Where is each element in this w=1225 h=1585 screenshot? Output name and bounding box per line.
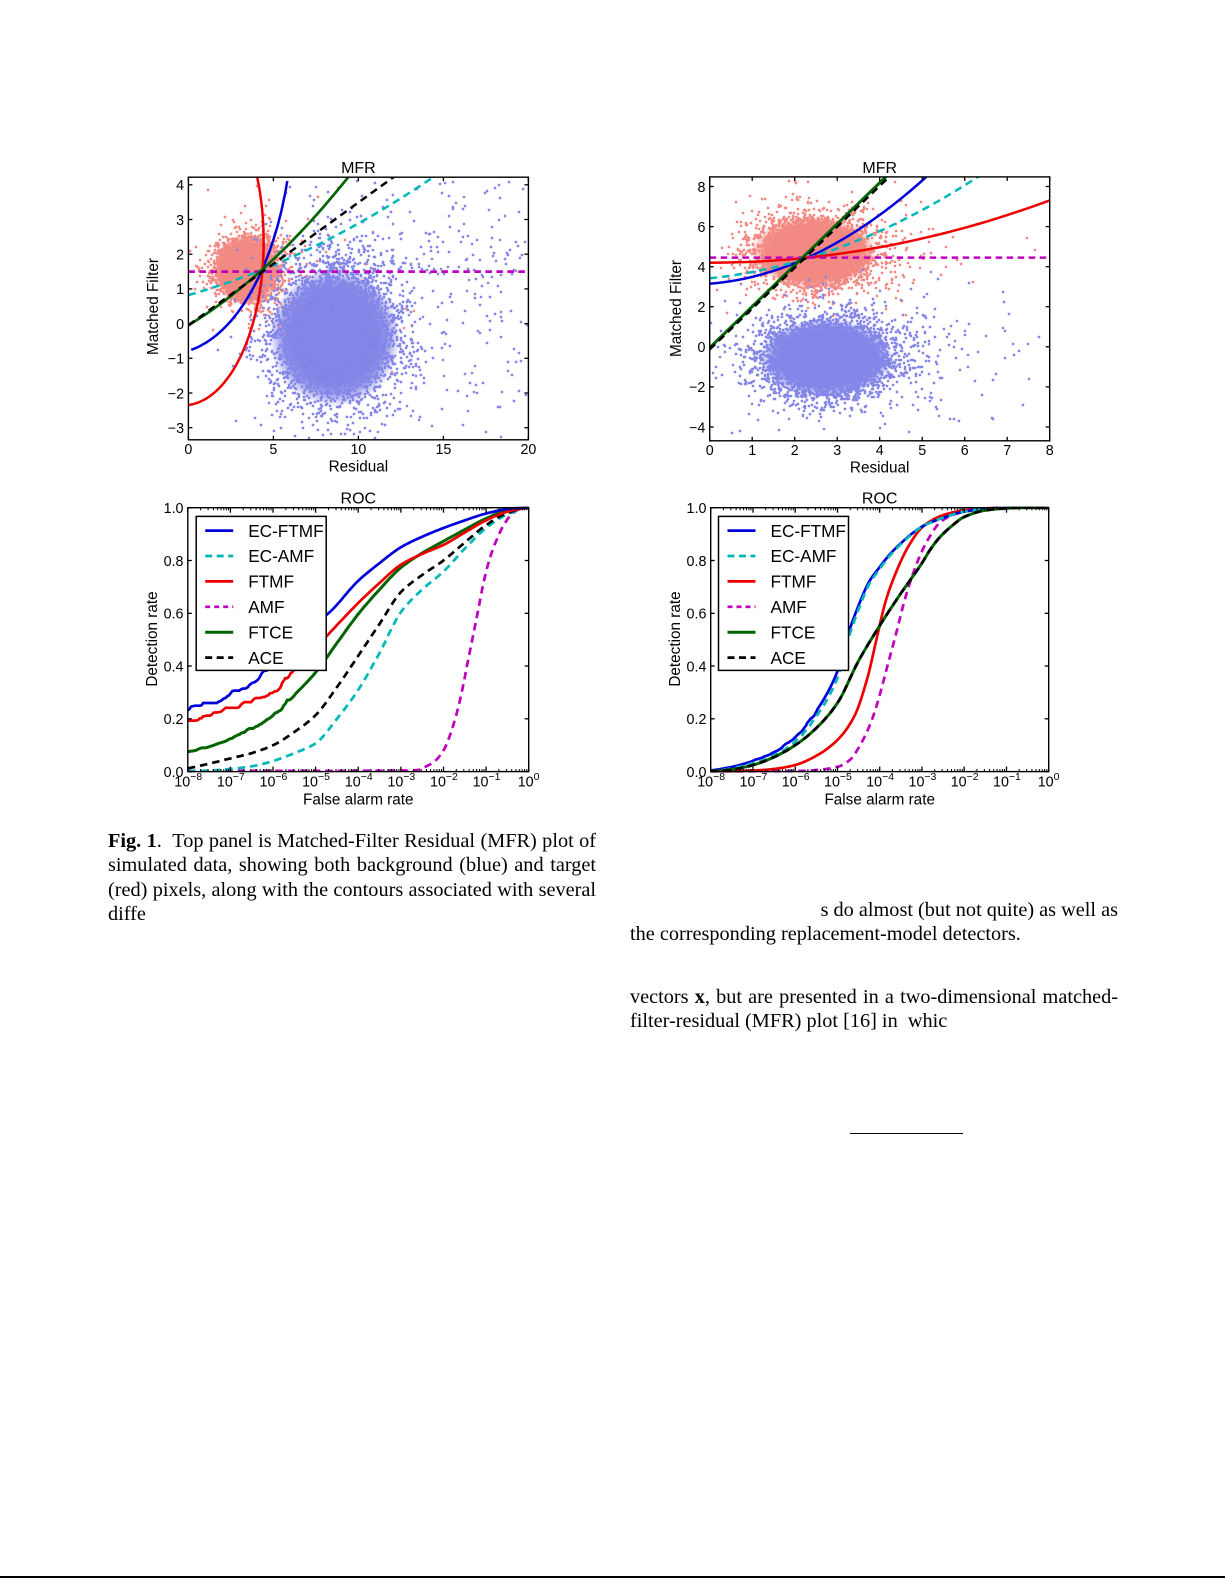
svg-text:10−1: 10−1 — [473, 771, 501, 791]
svg-text:10−7: 10−7 — [217, 771, 245, 791]
svg-text:10−6: 10−6 — [260, 771, 288, 791]
svg-text:False alarm rate: False alarm rate — [824, 792, 935, 809]
svg-text:10−3: 10−3 — [387, 771, 415, 791]
svg-text:MFR: MFR — [862, 160, 897, 177]
svg-text:3: 3 — [833, 443, 841, 459]
svg-text:EC-AMF: EC-AMF — [771, 546, 837, 566]
svg-text:4: 4 — [697, 260, 705, 276]
svg-text:FTCE: FTCE — [771, 622, 816, 642]
svg-text:1: 1 — [748, 443, 756, 459]
svg-text:10−5: 10−5 — [824, 771, 852, 791]
svg-text:ACE: ACE — [771, 648, 806, 668]
svg-text:Matched Filter: Matched Filter — [668, 260, 685, 357]
svg-text:2: 2 — [176, 248, 184, 264]
svg-text:FTCE: FTCE — [248, 622, 293, 642]
svg-text:EC-AMF: EC-AMF — [248, 546, 314, 566]
svg-text:0.4: 0.4 — [687, 659, 707, 675]
svg-text:10−4: 10−4 — [866, 771, 894, 791]
svg-text:ROC: ROC — [862, 490, 898, 507]
svg-text:False alarm rate: False alarm rate — [303, 792, 414, 809]
svg-text:10−6: 10−6 — [782, 771, 810, 791]
svg-text:Detection rate: Detection rate — [144, 591, 161, 686]
svg-text:EC-FTMF: EC-FTMF — [771, 521, 846, 541]
svg-text:0.6: 0.6 — [164, 607, 184, 623]
svg-text:0: 0 — [706, 443, 714, 459]
svg-text:4: 4 — [176, 178, 184, 194]
svg-text:0.0: 0.0 — [164, 765, 184, 781]
svg-text:100: 100 — [1038, 771, 1060, 791]
svg-text:0.8: 0.8 — [164, 554, 184, 570]
svg-text:10−1: 10−1 — [993, 771, 1021, 791]
svg-text:0: 0 — [184, 442, 192, 458]
svg-text:10−4: 10−4 — [345, 771, 373, 791]
svg-text:2: 2 — [697, 300, 705, 316]
svg-text:10−2: 10−2 — [951, 771, 979, 791]
svg-text:−3: −3 — [168, 421, 184, 437]
svg-text:0.2: 0.2 — [687, 712, 707, 728]
svg-text:8: 8 — [1046, 443, 1054, 459]
svg-text:Detection rate: Detection rate — [667, 591, 684, 686]
svg-text:10: 10 — [350, 442, 366, 458]
svg-text:Residual: Residual — [850, 460, 910, 477]
svg-text:6: 6 — [697, 220, 705, 236]
svg-text:3: 3 — [176, 213, 184, 229]
svg-text:−4: −4 — [689, 420, 705, 436]
svg-text:10−7: 10−7 — [740, 771, 768, 791]
svg-text:0.6: 0.6 — [687, 607, 707, 623]
svg-text:7: 7 — [1003, 443, 1011, 459]
svg-text:Matched Filter: Matched Filter — [145, 258, 162, 355]
svg-text:10−5: 10−5 — [302, 771, 330, 791]
svg-text:MFR: MFR — [341, 160, 376, 177]
svg-text:5: 5 — [918, 443, 926, 459]
svg-text:0.4: 0.4 — [164, 659, 184, 675]
svg-text:0.2: 0.2 — [164, 712, 184, 728]
svg-text:5: 5 — [269, 442, 277, 458]
svg-text:10−2: 10−2 — [430, 771, 458, 791]
svg-text:1.0: 1.0 — [164, 501, 184, 517]
svg-text:−2: −2 — [689, 380, 705, 396]
svg-text:10−3: 10−3 — [909, 771, 937, 791]
svg-text:EC-FTMF: EC-FTMF — [248, 521, 323, 541]
svg-text:2: 2 — [791, 443, 799, 459]
svg-text:4: 4 — [876, 443, 884, 459]
svg-text:20: 20 — [520, 442, 536, 458]
svg-text:FTMF: FTMF — [248, 572, 294, 592]
svg-text:AMF: AMF — [248, 597, 284, 617]
svg-text:0.8: 0.8 — [687, 554, 707, 570]
svg-text:0: 0 — [697, 340, 705, 356]
svg-text:ROC: ROC — [341, 490, 377, 507]
svg-text:8: 8 — [697, 180, 705, 196]
svg-text:1: 1 — [176, 282, 184, 298]
svg-text:0.0: 0.0 — [687, 765, 707, 781]
svg-text:FTMF: FTMF — [771, 572, 817, 592]
svg-text:6: 6 — [961, 443, 969, 459]
svg-text:15: 15 — [435, 442, 451, 458]
svg-text:100: 100 — [518, 771, 540, 791]
svg-text:Residual: Residual — [329, 459, 389, 476]
svg-text:1.0: 1.0 — [687, 501, 707, 517]
svg-text:0: 0 — [176, 317, 184, 333]
svg-text:−1: −1 — [168, 352, 184, 368]
svg-text:ACE: ACE — [248, 648, 283, 668]
svg-text:−2: −2 — [168, 386, 184, 402]
svg-text:AMF: AMF — [771, 597, 807, 617]
